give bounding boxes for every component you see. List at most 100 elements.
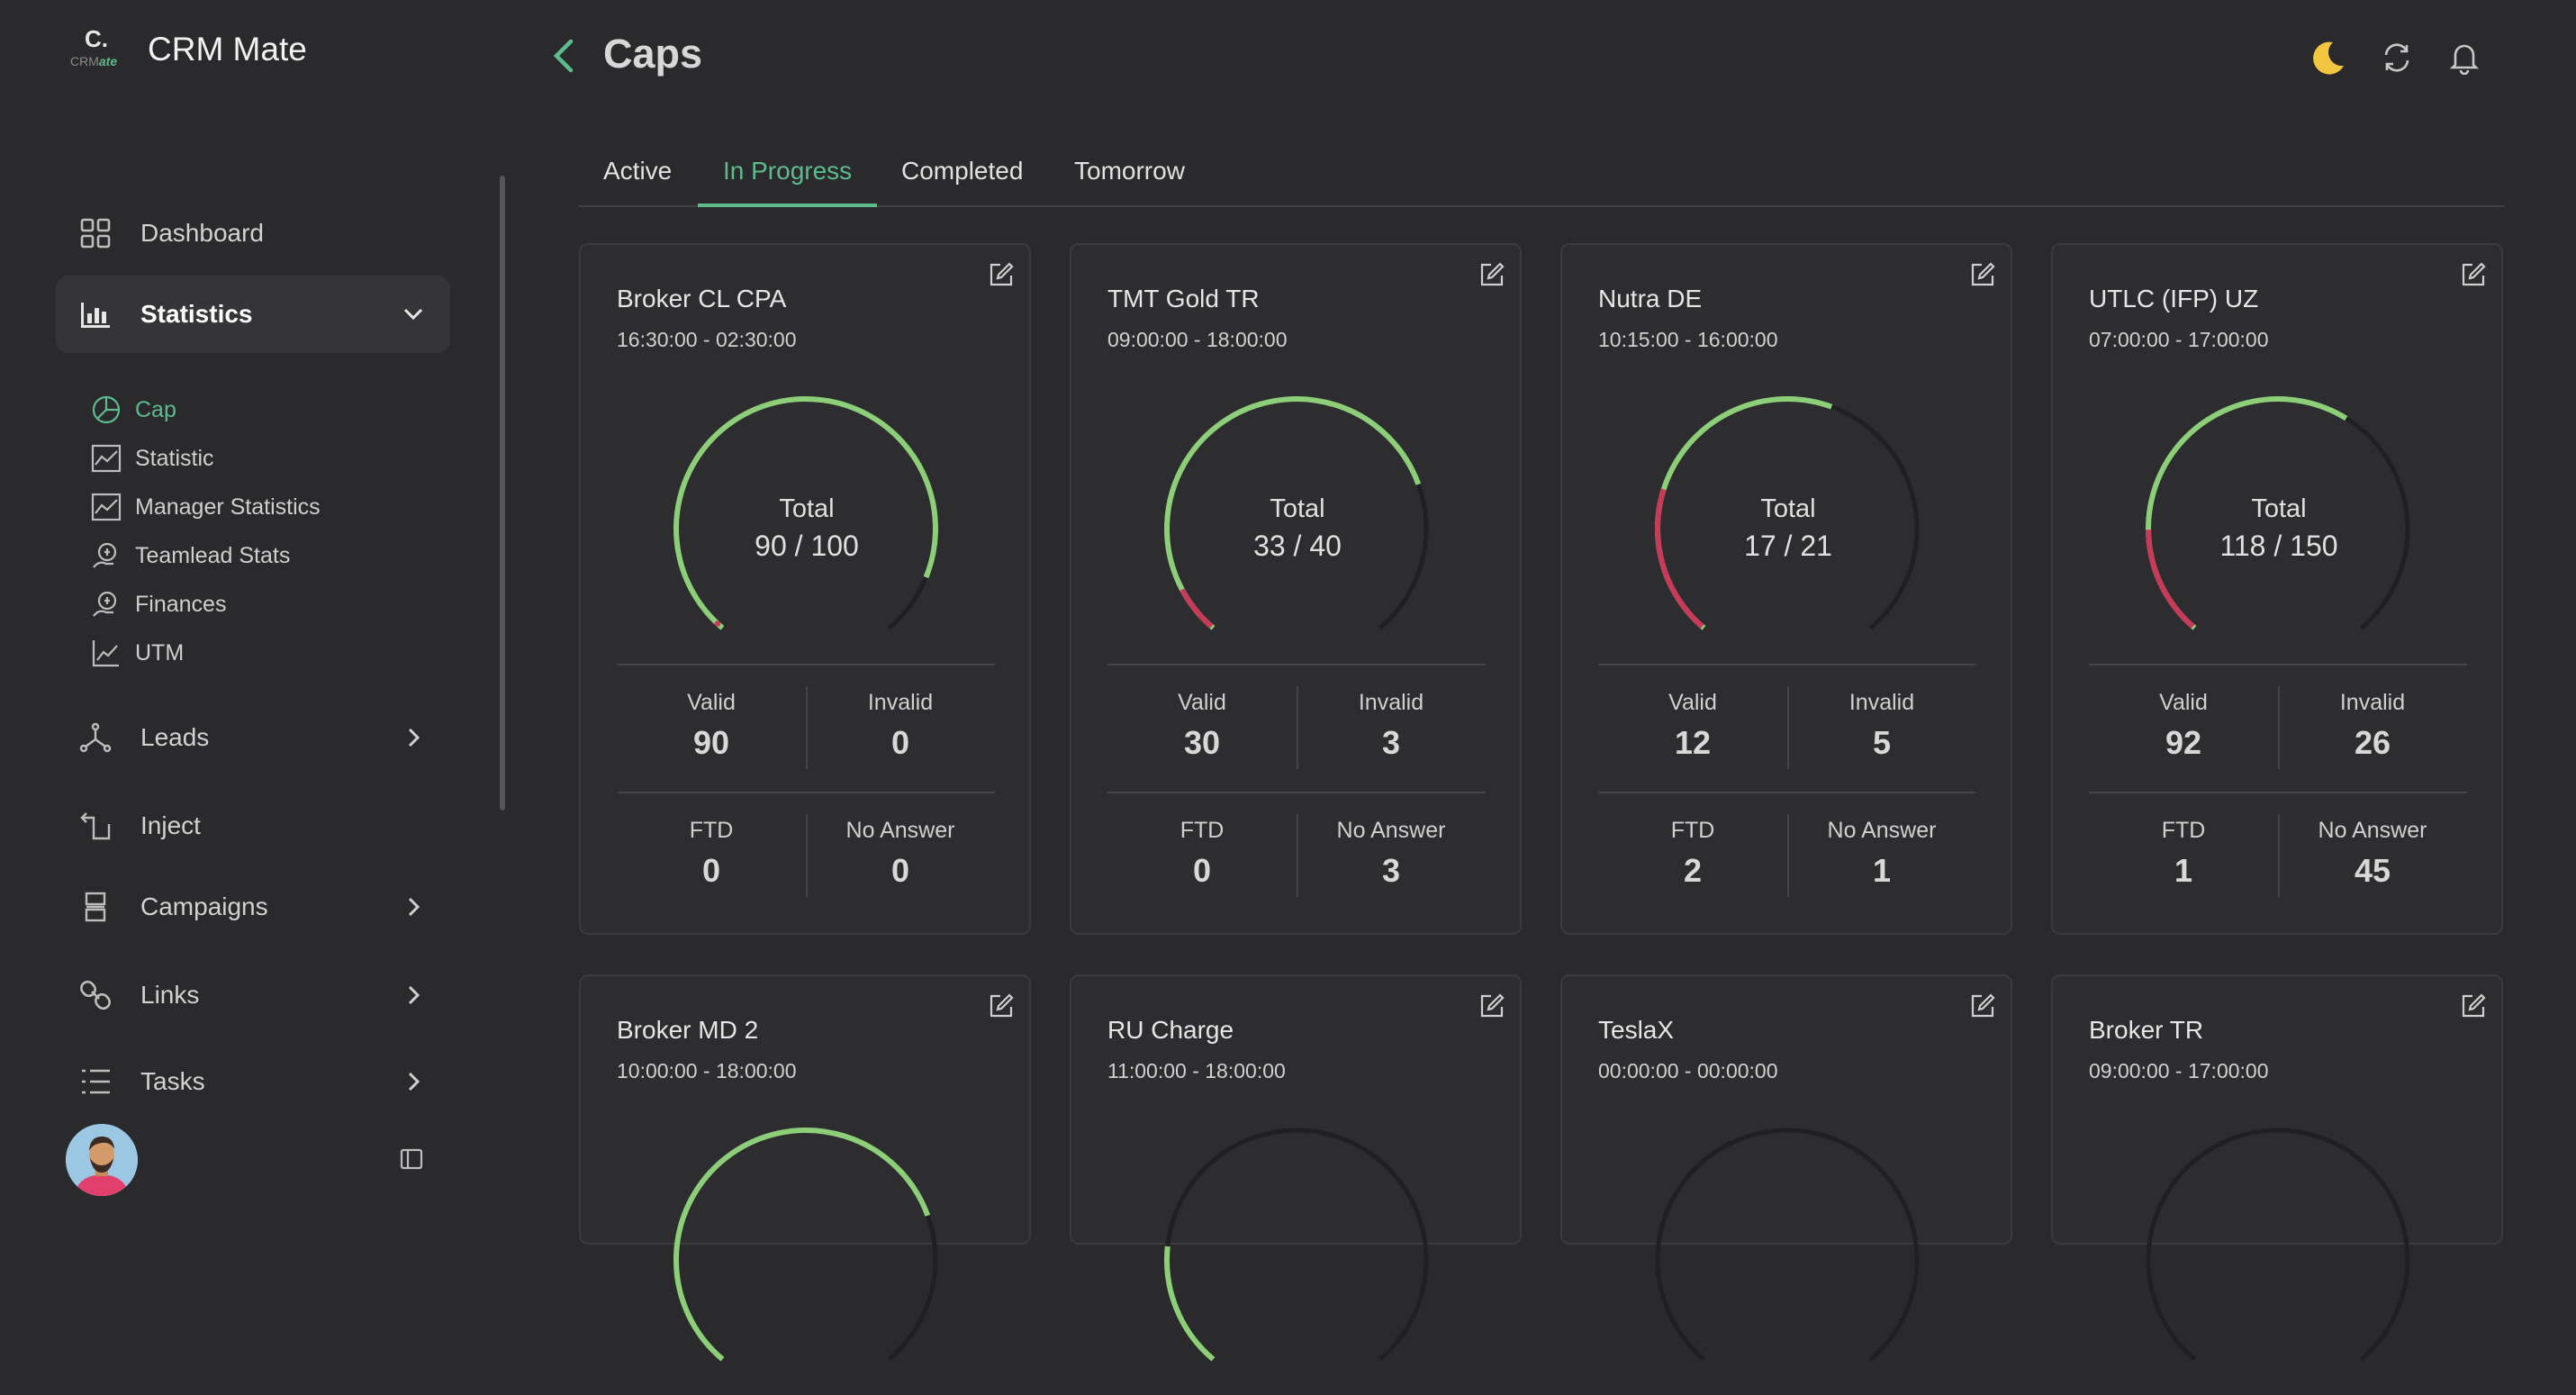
stat-invalid-label: Invalid [2339, 690, 2406, 715]
edit-icon[interactable] [1478, 992, 1505, 1019]
logo: C. CRMate [70, 25, 128, 74]
sidebar-item-links[interactable]: Links [56, 956, 450, 1034]
stat-invalid-value: 5 [1872, 724, 1892, 761]
gauge-invalid-arc [1655, 488, 1704, 629]
page-title: Caps [603, 31, 703, 77]
gauge-total-value: 17 / 21 [1744, 530, 1832, 562]
stat-valid-label: Valid [1178, 690, 1226, 715]
chevron-right-icon [408, 897, 420, 917]
stat-invalid-label: Invalid [1358, 690, 1424, 715]
back-arrow-icon[interactable] [546, 36, 582, 76]
sidebar-subitem-statistic[interactable]: Statistic [90, 440, 214, 476]
stat-ftd-label: FTD [1670, 818, 1715, 843]
stat-valid-label: Valid [1668, 690, 1717, 715]
cap-card[interactable]: Broker CL CPA 16:30:00 - 02:30:00 Total 90 … [579, 243, 1031, 935]
tab-in-progress[interactable]: In Progress [698, 157, 878, 207]
sidebar-subitem-teamlead-stats[interactable]: Teamlead Stats [90, 538, 290, 574]
gauge-track [1655, 1128, 1920, 1362]
user-avatar-icon [66, 1124, 138, 1196]
divider [617, 792, 995, 793]
avatar[interactable] [66, 1124, 138, 1196]
edit-icon[interactable] [2460, 992, 2487, 1019]
tab-tomorrow[interactable]: Tomorrow [1074, 157, 1185, 185]
cap-tabs: Active In Progress Completed Tomorrow [579, 144, 2504, 207]
stat-ftd-value: 1 [2174, 852, 2193, 889]
sidebar-item-label: Tasks [140, 1067, 205, 1095]
inject-icon [77, 808, 113, 844]
sidebar-item-dashboard[interactable]: Dashboard [56, 195, 450, 272]
gauge-invalid-arc [1180, 588, 1214, 629]
list-icon [77, 1064, 113, 1100]
tab-active[interactable]: Active [603, 157, 673, 185]
sidebar-item-campaigns[interactable]: Campaigns [56, 868, 450, 946]
sidebar-scrollbar[interactable] [500, 176, 505, 811]
tab-completed[interactable]: Completed [901, 157, 1024, 185]
divider [806, 814, 808, 897]
stat-ftd-label: FTD [689, 818, 734, 843]
stat-valid-value: 12 [1674, 724, 1712, 761]
sidebar-item-inject[interactable]: Inject [56, 787, 450, 865]
sidebar-item-tasks[interactable]: Tasks [56, 1043, 450, 1120]
refresh-button[interactable] [2377, 38, 2417, 77]
cap-card[interactable]: RU Charge 11:00:00 - 18:00:00 [1070, 974, 1522, 1362]
edit-icon[interactable] [988, 261, 1015, 288]
coin-hand-icon [90, 588, 122, 621]
sidebar-subitem-manager-statistics[interactable]: Manager Statistics [90, 489, 321, 525]
theme-toggle[interactable] [2309, 38, 2348, 77]
divider [1787, 814, 1789, 897]
card-title: Broker CL CPA [617, 285, 787, 313]
notifications-button[interactable] [2445, 38, 2484, 77]
divider [1297, 686, 1298, 769]
edit-icon[interactable] [2460, 261, 2487, 288]
sidebar-item-label: Statistics [140, 300, 253, 328]
sidebar-collapse-icon[interactable] [400, 1147, 423, 1171]
sidebar-item-statistics[interactable]: Statistics [56, 276, 450, 353]
cap-card[interactable]: Nutra DE 10:15:00 - 16:00:00 Total 17 / 21 V… [1560, 243, 2012, 935]
cap-card[interactable]: Broker TR 09:00:00 - 17:00:00 [2051, 974, 2503, 1362]
link-icon [77, 977, 113, 1013]
stat-valid-value: 92 [2165, 724, 2202, 761]
cap-card[interactable]: UTLC (IFP) UZ 07:00:00 - 17:00:00 Total 118… [2051, 243, 2503, 935]
cap-gauge [2146, 396, 2410, 630]
chevron-right-icon [408, 985, 420, 1005]
stat-invalid-value: 0 [890, 724, 910, 761]
brand[interactable]: C. CRMate CRM Mate [70, 25, 307, 74]
sidebar-subitem-label: Teamlead Stats [135, 542, 291, 568]
card-title: Nutra DE [1598, 285, 1703, 313]
card-title: TMT Gold TR [1107, 285, 1260, 313]
chevron-right-icon [408, 1072, 420, 1092]
card-time-range: 10:15:00 - 16:00:00 [1598, 328, 1778, 351]
gauge-total-value: 33 / 40 [1253, 530, 1342, 562]
cap-card[interactable]: Broker MD 2 10:00:00 - 18:00:00 [579, 974, 1031, 1362]
app-name: CRM Mate [148, 31, 307, 68]
sidebar-item-label: Links [140, 981, 200, 1009]
edit-icon[interactable] [1969, 992, 1996, 1019]
refresh-icon [2384, 43, 2409, 72]
grid-icon [77, 215, 113, 251]
cap-gauge [1655, 1128, 1920, 1362]
stat-ftd-label: FTD [2161, 818, 2206, 843]
pie-icon [90, 394, 122, 426]
gauge-total-label: Total [1760, 494, 1816, 523]
trend-icon [90, 637, 122, 669]
card-time-range: 10:00:00 - 18:00:00 [617, 1059, 797, 1082]
sidebar-item-leads[interactable]: Leads [56, 699, 450, 776]
edit-icon[interactable] [1969, 261, 1996, 288]
stat-invalid-label: Invalid [867, 690, 934, 715]
bar-chart-icon [77, 296, 113, 332]
bell-icon [2449, 44, 2480, 75]
sidebar-subitem-finances[interactable]: Finances [90, 586, 226, 622]
cap-card[interactable]: TeslaX 00:00:00 - 00:00:00 [1560, 974, 2012, 1362]
sidebar-subitem-utm[interactable]: UTM [90, 635, 184, 671]
gauge-track [1164, 1128, 1429, 1362]
stat-valid-label: Valid [2159, 690, 2208, 715]
edit-icon[interactable] [988, 992, 1015, 1019]
stat-invalid-label: Invalid [1848, 690, 1915, 715]
sidebar-subitem-cap[interactable]: Cap [90, 392, 176, 428]
stat-ftd-value: 0 [701, 852, 721, 889]
edit-icon[interactable] [1478, 261, 1505, 288]
sidebar-subitem-label: Finances [135, 591, 227, 617]
cap-card[interactable]: TMT Gold TR 09:00:00 - 18:00:00 Total 33 / … [1070, 243, 1522, 935]
stat-no-answer-value: 1 [1872, 852, 1892, 889]
cap-gauge [1655, 396, 1920, 630]
